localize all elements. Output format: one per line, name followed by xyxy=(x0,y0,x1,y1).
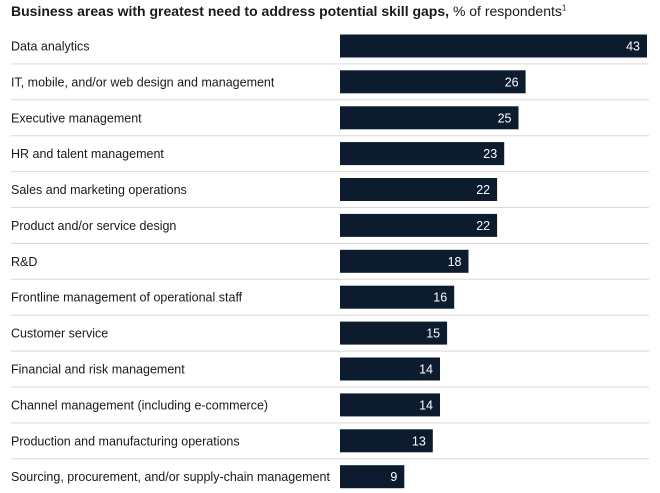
bar xyxy=(340,357,440,381)
bar xyxy=(340,142,505,166)
bar xyxy=(340,249,469,273)
category-label: Customer service xyxy=(11,327,108,341)
value-label: 18 xyxy=(448,255,462,269)
bar xyxy=(340,34,647,58)
category-label: Data analytics xyxy=(11,40,90,54)
category-label: IT, mobile, and/or web design and manage… xyxy=(11,75,275,89)
value-label: 43 xyxy=(626,40,640,54)
value-label: 23 xyxy=(483,147,497,161)
bar xyxy=(340,106,519,130)
category-label: HR and talent management xyxy=(11,147,164,161)
value-label: 9 xyxy=(390,470,397,484)
bar xyxy=(340,393,440,417)
category-label: Product and/or service design xyxy=(11,219,176,233)
category-label: R&D xyxy=(11,255,37,269)
value-label: 22 xyxy=(476,219,490,233)
value-label: 26 xyxy=(505,75,519,89)
value-label: 13 xyxy=(412,434,426,448)
bar xyxy=(340,465,405,489)
category-label: Production and manufacturing operations xyxy=(11,434,240,448)
chart-subtitle: % of respondents xyxy=(452,3,562,19)
chart-title: Business areas with greatest need to add… xyxy=(11,3,566,19)
footnote-marker: 1 xyxy=(561,3,567,13)
category-label: Channel management (including e-commerce… xyxy=(11,398,268,412)
value-label: 15 xyxy=(426,327,440,341)
value-label: 14 xyxy=(419,363,433,377)
bar xyxy=(340,285,455,309)
bar xyxy=(340,178,498,201)
value-label: 16 xyxy=(433,291,447,305)
value-label: 25 xyxy=(498,111,512,125)
chart-title-main: Business areas with greatest need to add… xyxy=(11,3,450,19)
value-label: 22 xyxy=(476,183,490,197)
category-label: Financial and risk management xyxy=(11,363,185,377)
value-label: 14 xyxy=(419,398,433,412)
bar xyxy=(340,70,526,94)
category-label: Sourcing, procurement, and/or supply-cha… xyxy=(11,470,330,484)
bar xyxy=(340,213,498,237)
bar xyxy=(340,429,433,453)
bar xyxy=(340,321,448,345)
category-label: Executive management xyxy=(11,111,142,125)
category-label: Frontline management of operational staf… xyxy=(11,291,243,305)
category-label: Sales and marketing operations xyxy=(11,183,187,197)
